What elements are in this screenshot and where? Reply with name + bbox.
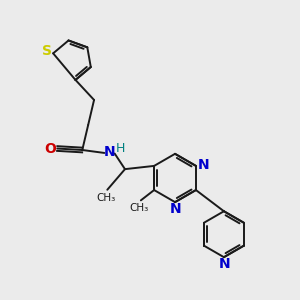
Text: S: S [42,44,52,58]
Text: H: H [116,142,125,155]
Text: CH₃: CH₃ [96,193,116,203]
Text: N: N [170,202,182,216]
Text: N: N [104,146,116,159]
Text: O: O [44,142,56,155]
Text: N: N [219,257,230,271]
Text: CH₃: CH₃ [130,203,149,213]
Text: N: N [197,158,209,172]
